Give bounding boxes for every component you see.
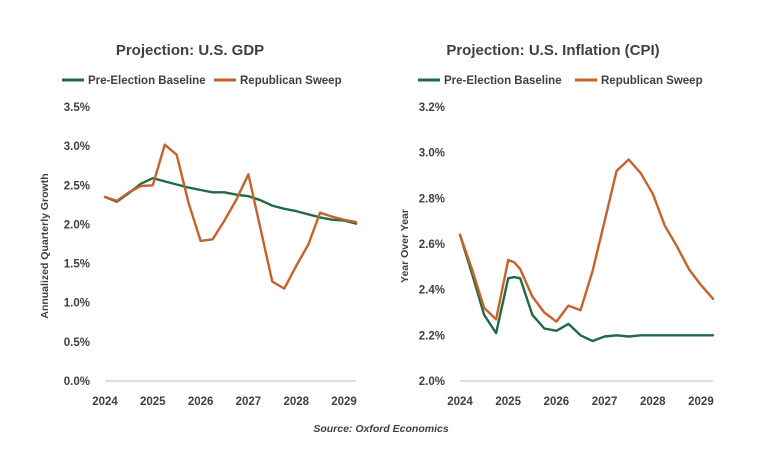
gdp-y-tick-label: 1.0% — [64, 298, 90, 310]
inflation-chart-title: Projection: U.S. Inflation (CPI) — [446, 42, 659, 59]
inflation-y-axis-title: Year Over Year — [399, 209, 411, 283]
gdp-x-tick-label: 2026 — [188, 396, 214, 408]
inflation-legend: Pre-Election Baseline Republican Sweep — [418, 75, 703, 87]
inflation-series-sweep-line — [458, 158, 715, 323]
inflation-y-tick-label: 2.2% — [419, 330, 445, 342]
inflation-x-tick-label: 2029 — [688, 396, 714, 408]
inflation-y-tick-label: 2.6% — [419, 239, 445, 251]
source-note: Source: Oxford Economics — [313, 423, 449, 435]
gdp-legend: Pre-Election Baseline Republican Sweep — [62, 75, 342, 87]
inflation-x-tick-label: 2026 — [544, 396, 570, 408]
gdp-x-tick-label: 2028 — [283, 396, 309, 408]
gdp-plot-area: 0.0% 0.5% 1.0% 1.5% 2.0% 2.5% 3.0% 3.5% 2024 2025… — [64, 102, 358, 408]
gdp-y-tick-label: 2.0% — [64, 219, 90, 231]
inflation-x-tick-label: 2028 — [640, 396, 666, 408]
gdp-y-tick-label: 3.0% — [64, 141, 90, 153]
gdp-x-tick-label: 2025 — [140, 396, 166, 408]
gdp-y-tick-label: 2.5% — [64, 180, 90, 192]
gdp-y-tick-label: 3.5% — [64, 102, 90, 114]
gdp-chart: Projection: U.S. GDP Pre-Election Baseli… — [39, 42, 358, 408]
gdp-legend-baseline-label: Pre-Election Baseline — [88, 75, 206, 87]
gdp-chart-title: Projection: U.S. GDP — [116, 42, 264, 59]
gdp-y-axis-title: Annualized Quarterly Growth — [39, 173, 51, 318]
gdp-legend-sweep-label: Republican Sweep — [240, 75, 342, 87]
gdp-y-tick-label: 0.5% — [64, 337, 90, 349]
inflation-legend-baseline-label: Pre-Election Baseline — [444, 75, 562, 87]
gdp-x-tick-label: 2029 — [331, 396, 357, 408]
inflation-y-tick-label: 2.0% — [419, 376, 445, 388]
inflation-x-tick-label: 2027 — [592, 396, 618, 408]
inflation-series-baseline-line — [458, 233, 715, 343]
gdp-y-tick-label: 1.5% — [64, 259, 90, 271]
inflation-x-tick-label: 2025 — [495, 396, 521, 408]
inflation-legend-sweep-label: Republican Sweep — [601, 75, 703, 87]
inflation-y-tick-label: 2.4% — [419, 285, 445, 297]
inflation-y-tick-label: 3.0% — [419, 148, 445, 160]
inflation-y-tick-label: 3.2% — [419, 102, 445, 114]
inflation-y-tick-label: 2.8% — [419, 193, 445, 205]
gdp-series-sweep-line — [103, 143, 358, 290]
inflation-chart: Projection: U.S. Inflation (CPI) Pre-Ele… — [399, 42, 715, 408]
gdp-y-tick-label: 0.0% — [64, 376, 90, 388]
inflation-x-tick-label: 2024 — [447, 396, 473, 408]
gdp-series-baseline-line — [103, 176, 358, 225]
gdp-x-tick-label: 2027 — [236, 396, 262, 408]
inflation-plot-area: 2.0% 2.2% 2.4% 2.6% 2.8% 3.0% 3.2% 2024 2025 2026… — [419, 102, 715, 408]
gdp-x-tick-label: 2024 — [92, 396, 118, 408]
